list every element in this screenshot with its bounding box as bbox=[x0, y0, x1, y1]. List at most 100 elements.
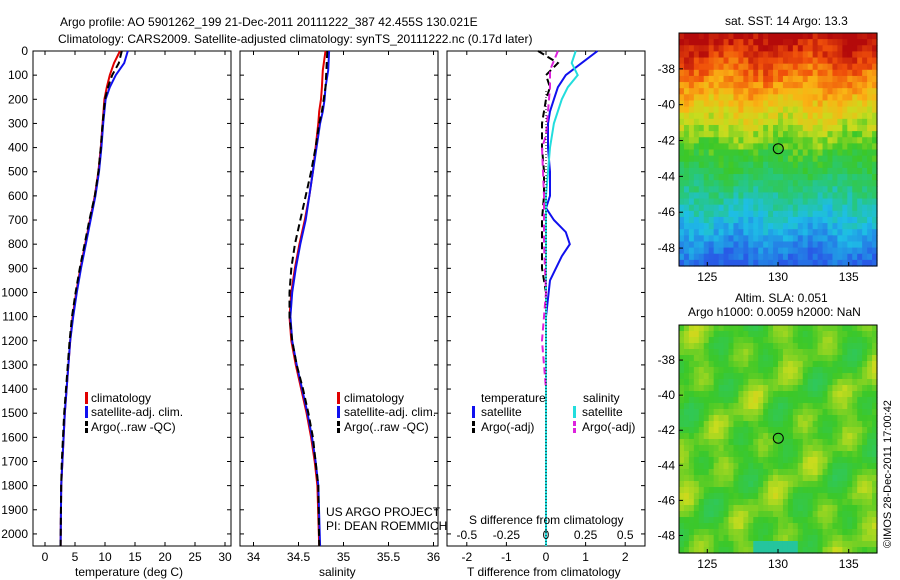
legend-climatology-swatch bbox=[337, 392, 340, 404]
map-cell bbox=[738, 367, 744, 374]
map-cell bbox=[728, 100, 735, 108]
map-cell bbox=[708, 39, 715, 46]
map-cell bbox=[817, 421, 824, 428]
map-cell bbox=[679, 379, 685, 386]
map-cell bbox=[703, 361, 710, 368]
map-cell bbox=[713, 57, 720, 65]
map-cell bbox=[792, 421, 799, 428]
map-cell bbox=[807, 505, 814, 512]
map-cell bbox=[738, 45, 744, 52]
map-cell bbox=[857, 210, 863, 218]
map-cell bbox=[679, 475, 685, 482]
map-cell bbox=[842, 379, 848, 386]
map-cell bbox=[817, 493, 824, 500]
map-cell bbox=[713, 529, 720, 536]
map-cell bbox=[862, 427, 868, 434]
map-cell bbox=[837, 216, 843, 224]
map-cell bbox=[679, 100, 685, 108]
map-cell bbox=[792, 445, 799, 452]
map-cell bbox=[723, 469, 730, 476]
map-cell bbox=[872, 167, 878, 175]
map-cell bbox=[847, 343, 853, 350]
map-cell bbox=[743, 391, 749, 398]
map-cell bbox=[862, 421, 868, 428]
map-cell bbox=[679, 112, 685, 120]
map-cell bbox=[758, 349, 764, 356]
map-cell bbox=[753, 373, 759, 380]
map-cell bbox=[768, 259, 774, 267]
map-cell bbox=[723, 361, 730, 368]
map-cell bbox=[832, 112, 838, 120]
map-cell bbox=[797, 180, 804, 187]
map-cell bbox=[792, 451, 799, 458]
map-cell bbox=[723, 51, 730, 59]
map-cell bbox=[679, 373, 685, 380]
map-cell bbox=[782, 112, 789, 120]
map-cell bbox=[688, 349, 695, 356]
map-cell bbox=[872, 361, 878, 368]
map-cell bbox=[768, 475, 774, 482]
map-cell bbox=[782, 241, 789, 249]
map-cell bbox=[718, 493, 725, 500]
map-cell bbox=[837, 541, 843, 548]
map-cell bbox=[837, 94, 843, 102]
map-cell bbox=[812, 517, 819, 524]
map-cell bbox=[827, 439, 834, 446]
map-cell bbox=[733, 349, 739, 356]
map-cell bbox=[778, 523, 784, 530]
map-cell bbox=[723, 493, 730, 500]
map-cell bbox=[718, 475, 725, 482]
map-cell bbox=[733, 481, 739, 488]
map-cell bbox=[827, 373, 834, 380]
map-cell bbox=[693, 427, 700, 434]
map-cell bbox=[872, 517, 878, 524]
map-cell bbox=[807, 451, 814, 458]
map-cell bbox=[723, 124, 730, 132]
map-cell bbox=[718, 186, 725, 194]
map-cell bbox=[763, 69, 769, 77]
map-cell bbox=[773, 253, 779, 261]
map-cell bbox=[842, 451, 848, 458]
map-cell bbox=[753, 161, 759, 169]
map-cell bbox=[857, 161, 863, 169]
map-cell bbox=[728, 223, 735, 230]
map-cell bbox=[693, 124, 700, 132]
map-cell bbox=[797, 161, 804, 169]
map-cell bbox=[733, 457, 739, 464]
map-cell bbox=[683, 180, 690, 187]
map-cell bbox=[688, 541, 695, 548]
map-cell bbox=[862, 505, 868, 512]
map-cell bbox=[817, 247, 824, 255]
map-cell bbox=[698, 517, 705, 524]
map-cell bbox=[792, 167, 799, 175]
map-cell bbox=[743, 223, 749, 230]
map-cell bbox=[688, 331, 695, 338]
map-cell bbox=[822, 186, 829, 194]
map-cell bbox=[817, 137, 824, 144]
map-cell bbox=[773, 241, 779, 249]
map-cell bbox=[832, 475, 838, 482]
map-cell bbox=[812, 331, 819, 338]
map-cell bbox=[797, 186, 804, 194]
map-cell bbox=[822, 241, 829, 249]
map-cell bbox=[778, 112, 784, 120]
map-cell bbox=[872, 174, 878, 181]
map-cell bbox=[872, 143, 878, 151]
map-cell bbox=[842, 39, 848, 46]
map-cell bbox=[718, 433, 725, 440]
map-cell bbox=[817, 253, 824, 261]
map-cell bbox=[867, 463, 873, 470]
map-cell bbox=[753, 469, 759, 476]
map-cell bbox=[797, 391, 804, 398]
map-cell bbox=[723, 547, 730, 554]
map-cell bbox=[688, 88, 695, 95]
map-cell bbox=[857, 137, 863, 144]
map-cell bbox=[718, 523, 725, 530]
map-cell bbox=[832, 210, 838, 218]
map-cell bbox=[832, 547, 838, 554]
map-cell bbox=[768, 198, 774, 206]
map-cell bbox=[792, 124, 799, 132]
map-cell bbox=[738, 421, 744, 428]
map-cell bbox=[728, 505, 735, 512]
map-cell bbox=[842, 415, 848, 422]
